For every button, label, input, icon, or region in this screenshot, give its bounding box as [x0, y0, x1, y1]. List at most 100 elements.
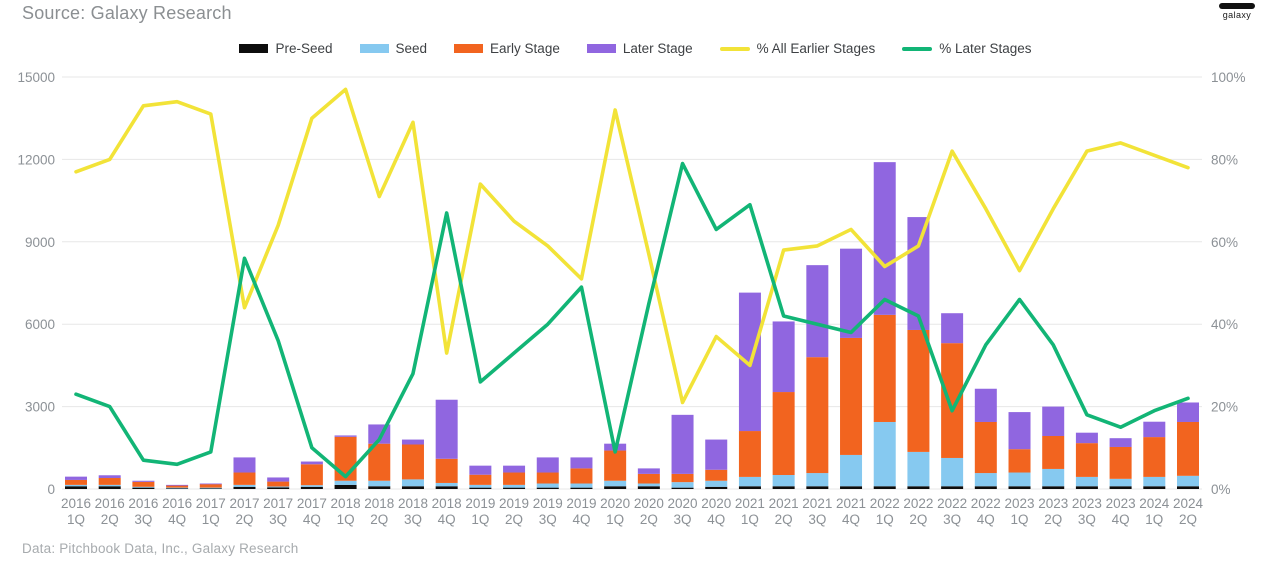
bar-segment-later-stage — [132, 480, 155, 482]
x-axis-label-quarter: 4Q — [707, 512, 725, 527]
bar-segment-later-stage — [1008, 412, 1031, 450]
chart-legend: Pre-Seed Seed Early Stage Later Stage % All … — [0, 41, 1271, 56]
bar-segment-pre-seed — [1042, 486, 1065, 489]
bar-segment-later-stage — [873, 162, 896, 315]
bar-segment-pre-seed — [974, 486, 997, 489]
bar-segment-early-stage — [401, 444, 424, 480]
galaxy-logo-bar-icon — [1219, 3, 1255, 9]
x-axis-label-quarter: 1Q — [337, 512, 355, 527]
bar-segment-pre-seed — [570, 487, 593, 489]
bar-segment-seed — [401, 479, 424, 487]
bar-segment-early-stage — [98, 478, 121, 485]
x-axis-label-year: 2019 — [499, 496, 529, 511]
bar-segment-pre-seed — [1143, 486, 1166, 489]
bar-segment-early-stage — [1143, 437, 1166, 477]
bar-segment-early-stage — [368, 443, 391, 481]
x-axis-label-quarter: 4Q — [572, 512, 590, 527]
bar-segment-early-stage — [1008, 449, 1031, 473]
bar-segment-later-stage — [401, 439, 424, 445]
bar-segment-later-stage — [98, 475, 121, 479]
x-axis-label-quarter: 4Q — [842, 512, 860, 527]
x-axis-label-year: 2020 — [634, 496, 664, 511]
bar-segment-later-stage — [503, 465, 526, 473]
bar-segment-early-stage — [1109, 446, 1132, 479]
bar-segment-seed — [233, 484, 256, 487]
x-axis-label-year: 2020 — [668, 496, 698, 511]
bar-segment-pre-seed — [469, 487, 492, 489]
bar-segment-seed — [873, 421, 896, 487]
x-axis-label-year: 2017 — [263, 496, 293, 511]
x-axis-label-quarter: 1Q — [1145, 512, 1163, 527]
bar-segment-later-stage — [199, 483, 222, 485]
x-axis-label-quarter: 3Q — [1078, 512, 1096, 527]
legend-item-early-stage[interactable]: Early Stage — [454, 41, 560, 56]
bar-segment-later-stage — [334, 435, 357, 437]
bar-segment-early-stage — [907, 329, 930, 452]
legend-item-pre-seed[interactable]: Pre-Seed — [239, 41, 333, 56]
bar-segment-later-stage — [1075, 432, 1098, 444]
bar-segment-early-stage — [570, 468, 593, 484]
bar-segment-early-stage — [199, 484, 222, 488]
x-axis-label-year: 2021 — [735, 496, 765, 511]
data-credit: Data: Pitchbook Data, Inc., Galaxy Resea… — [22, 541, 299, 556]
bar-segment-seed — [334, 480, 357, 485]
bar-segment-early-stage — [65, 479, 87, 485]
bar-segment-seed — [772, 474, 795, 487]
x-axis-label-quarter: 3Q — [134, 512, 152, 527]
bar-segment-pre-seed — [1075, 486, 1098, 489]
legend-item-later-stages[interactable]: % Later Stages — [902, 41, 1032, 56]
bar-segment-pre-seed — [199, 488, 222, 489]
bar-segment-seed — [1042, 468, 1065, 487]
x-axis-label-year: 2024 — [1139, 496, 1170, 511]
bar-segment-seed — [806, 473, 829, 487]
bar-segment-later-stage — [1177, 402, 1199, 422]
bar-segment-early-stage — [974, 421, 997, 474]
bar-segment-seed — [1008, 472, 1031, 487]
bar-segment-later-stage — [1143, 421, 1166, 438]
x-axis-label-quarter: 4Q — [168, 512, 186, 527]
legend-item-all-earlier-stages[interactable]: % All Earlier Stages — [719, 41, 875, 56]
earlier-stages-line — [74, 87, 1190, 405]
x-axis-label-quarter: 2Q — [909, 512, 927, 527]
bar-segment-seed — [1075, 476, 1098, 487]
x-axis-label-year: 2018 — [331, 496, 361, 511]
bar-segment-later-stage — [65, 476, 87, 480]
y-axis-tick-left: 9000 — [25, 235, 55, 250]
x-axis-label-year: 2018 — [364, 496, 394, 511]
bar-segment-seed — [300, 485, 323, 487]
x-axis-label-quarter: 2Q — [1179, 512, 1197, 527]
x-axis-label-year: 2017 — [196, 496, 226, 511]
x-axis-label-year: 2021 — [769, 496, 799, 511]
bar-segment-pre-seed — [873, 486, 896, 489]
bar-segment-later-stage — [907, 217, 930, 330]
x-axis-label-year: 2023 — [1072, 496, 1102, 511]
x-axis-label-quarter: 2Q — [640, 512, 658, 527]
bar-segment-seed — [132, 486, 155, 488]
bar-segment-later-stage — [233, 457, 256, 473]
bar-segment-pre-seed — [637, 486, 660, 489]
bar-segment-pre-seed — [536, 487, 559, 489]
x-axis-label-quarter: 2Q — [775, 512, 793, 527]
bar-segment-seed — [435, 482, 458, 487]
y-axis-tick-right: 0% — [1211, 482, 1231, 497]
bar-segment-early-stage — [267, 481, 290, 487]
x-axis-label-quarter: 3Q — [269, 512, 287, 527]
x-axis-label-quarter: 2Q — [235, 512, 253, 527]
source-title: Source: Galaxy Research — [22, 3, 232, 23]
bar-segment-seed — [705, 480, 728, 487]
x-axis-label-year: 2022 — [971, 496, 1001, 511]
bar-segment-later-stage — [536, 457, 559, 473]
x-axis-label-year: 2016 — [61, 496, 91, 511]
y-axis-tick-left: 6000 — [25, 317, 55, 332]
legend-label: Seed — [395, 41, 428, 56]
bar-segment-seed — [840, 454, 863, 487]
legend-label: % Later Stages — [939, 41, 1032, 56]
galaxy-logo: galaxy — [1215, 3, 1259, 20]
bar-segment-pre-seed — [705, 486, 728, 489]
x-axis-label-quarter: 2Q — [505, 512, 523, 527]
x-axis-label-quarter: 3Q — [539, 512, 557, 527]
legend-item-seed[interactable]: Seed — [359, 41, 428, 56]
bar-segment-later-stage — [570, 457, 593, 469]
y-axis-tick-left: 15000 — [17, 70, 55, 85]
legend-item-later-stage[interactable]: Later Stage — [586, 41, 693, 56]
